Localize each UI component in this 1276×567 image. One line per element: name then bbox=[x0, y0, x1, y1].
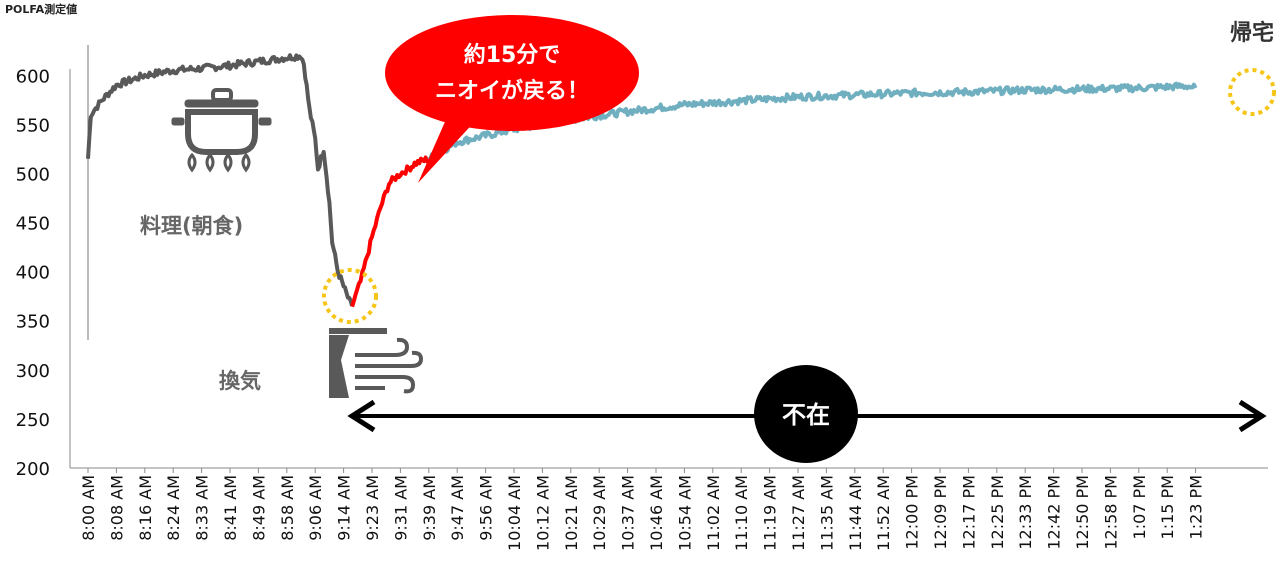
x-tick-label: 11:52 AM bbox=[874, 475, 893, 551]
x-tick-label: 9:23 AM bbox=[363, 475, 382, 541]
x-tick-label: 9:06 AM bbox=[306, 475, 325, 541]
series-line-0 bbox=[86, 53, 355, 307]
x-tick-label: 10:37 AM bbox=[619, 475, 638, 551]
x-tick-label: 11:44 AM bbox=[846, 475, 865, 551]
x-tick-label: 10:46 AM bbox=[647, 475, 666, 551]
x-tick-label: 8:08 AM bbox=[107, 475, 126, 541]
x-tick-label: 9:47 AM bbox=[448, 475, 467, 541]
x-tick-label: 10:54 AM bbox=[675, 475, 694, 551]
return-home-label: 帰宅 bbox=[1229, 21, 1274, 46]
y-tick-label: 450 bbox=[16, 214, 50, 235]
x-tick-label: 12:25 PM bbox=[988, 475, 1007, 550]
y-tick-label: 350 bbox=[16, 312, 50, 333]
home-highlight-circle bbox=[1228, 68, 1276, 116]
wind-fan-icon bbox=[329, 328, 424, 398]
y-tick-label: 200 bbox=[16, 459, 50, 480]
x-tick-label: 8:16 AM bbox=[136, 475, 155, 541]
x-tick-label: 8:24 AM bbox=[164, 475, 183, 541]
x-tick-label: 12:33 PM bbox=[1016, 475, 1035, 550]
x-tick-label: 12:00 PM bbox=[903, 475, 922, 550]
x-tick-label: 8:58 AM bbox=[278, 475, 297, 541]
absence-label: 不在 bbox=[782, 401, 830, 429]
x-tick-label: 1:07 PM bbox=[1130, 475, 1149, 539]
y-tick-label: 500 bbox=[16, 164, 50, 185]
x-tick-label: 8:00 AM bbox=[79, 475, 98, 541]
cooking-pot-icon bbox=[171, 88, 272, 173]
x-tick-label: 1:15 PM bbox=[1158, 475, 1177, 539]
x-tick-label: 8:41 AM bbox=[221, 475, 240, 541]
x-tick-label: 9:31 AM bbox=[391, 475, 410, 541]
callout-bubble: 約15分で ニオイが戻る！ bbox=[385, 15, 639, 183]
x-tick-label: 10:12 AM bbox=[533, 475, 552, 551]
y-tick-label: 600 bbox=[16, 66, 50, 87]
x-tick-label: 11:27 AM bbox=[789, 475, 808, 551]
series-group bbox=[86, 53, 1198, 308]
y-tick-label: 300 bbox=[16, 361, 50, 382]
cooking-label: 料理(朝食) bbox=[140, 214, 244, 238]
callout-line-2: ニオイが戻る！ bbox=[435, 78, 589, 104]
series-line-1 bbox=[350, 155, 431, 308]
x-tick-label: 12:09 PM bbox=[931, 475, 950, 550]
x-tick-label: 1:23 PM bbox=[1187, 475, 1206, 539]
y-tick-group: 200 250 300 350 400 450 500 550 600 bbox=[16, 66, 50, 480]
x-tick-label: 10:29 AM bbox=[590, 475, 609, 551]
x-tick-label: 9:56 AM bbox=[477, 475, 496, 541]
min-highlight-circle bbox=[322, 268, 378, 324]
x-tick-label: 12:50 PM bbox=[1073, 475, 1092, 550]
y-axis-title: POLFA測定値 bbox=[5, 3, 78, 16]
absence-arrow: 不在 bbox=[347, 365, 1267, 463]
y-tick-label: 250 bbox=[16, 410, 50, 431]
x-tick-label: 11:35 AM bbox=[817, 475, 836, 551]
ventilation-label: 換気 bbox=[219, 369, 261, 393]
x-tick-group: 8:00 AM 8:08 AM 8:16 AM 8:24 AM 8:33 AM 8:41 … bbox=[79, 468, 1206, 551]
x-tick-label: 11:10 AM bbox=[732, 475, 751, 551]
x-tick-label: 11:02 AM bbox=[704, 475, 723, 551]
x-tick-label: 10:04 AM bbox=[505, 475, 524, 551]
x-tick-label: 12:58 PM bbox=[1101, 475, 1120, 550]
x-tick-label: 8:49 AM bbox=[249, 475, 268, 541]
x-tick-label: 12:42 PM bbox=[1045, 475, 1064, 550]
x-tick-label: 10:21 AM bbox=[562, 475, 581, 551]
x-tick-label: 9:39 AM bbox=[420, 475, 439, 541]
x-tick-label: 12:17 PM bbox=[959, 475, 978, 550]
x-tick-label: 8:33 AM bbox=[193, 475, 212, 541]
x-tick-label: 11:19 AM bbox=[761, 475, 780, 551]
y-tick-label: 400 bbox=[16, 263, 50, 284]
absence-badge bbox=[754, 365, 858, 463]
y-tick-label: 550 bbox=[16, 115, 50, 136]
x-tick-label: 9:14 AM bbox=[335, 475, 354, 541]
callout-line-1: 約15分で bbox=[464, 42, 561, 68]
